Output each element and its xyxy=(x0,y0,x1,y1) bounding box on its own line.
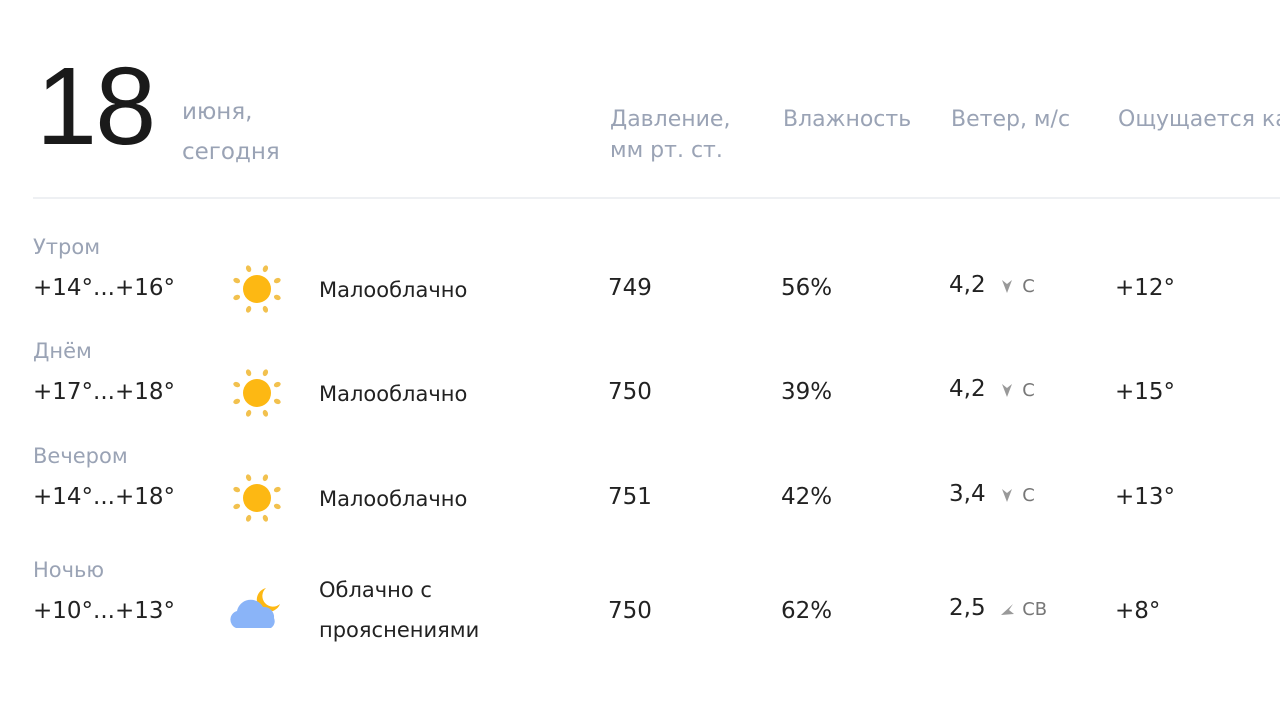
humidity-value: 62% xyxy=(781,598,833,624)
condition-line1: Облачно с xyxy=(319,578,432,602)
sun-icon xyxy=(229,261,285,321)
temperature-range: +10°...+13° xyxy=(33,598,176,624)
header-wind: Ветер, м/с xyxy=(951,107,1071,132)
period-label: Днём xyxy=(33,339,92,363)
condition-text: Малооблачно xyxy=(319,270,467,310)
humidity-value: 56% xyxy=(781,275,833,301)
wind-direction: С xyxy=(1022,380,1035,401)
wind-value: 4,2 С xyxy=(949,376,1035,402)
period-label: Ночью xyxy=(33,558,105,582)
period-label: Утром xyxy=(33,235,101,259)
temperature-range: +14°...+18° xyxy=(33,484,176,510)
feels-like-value: +8° xyxy=(1115,598,1161,624)
condition-line1: Малооблачно xyxy=(319,278,468,302)
period-label: Вечером xyxy=(33,444,128,468)
humidity-value: 39% xyxy=(781,379,833,405)
wind-direction: СВ xyxy=(1022,599,1048,620)
wind-speed: 4,2 xyxy=(949,272,986,298)
header-feels-like: Ощущается как xyxy=(1118,107,1280,132)
header-pressure-line1: Давление, xyxy=(610,107,731,132)
condition-text: Малооблачно xyxy=(319,374,467,414)
wind-speed: 4,2 xyxy=(949,376,986,402)
pressure-value: 751 xyxy=(608,484,652,510)
temperature-range: +17°...+18° xyxy=(33,379,176,405)
wind-direction: С xyxy=(1022,485,1035,506)
pressure-value: 749 xyxy=(608,275,652,301)
wind-speed: 3,4 xyxy=(949,481,986,507)
pressure-value: 750 xyxy=(608,598,652,624)
condition-text: Облачно с прояснениями xyxy=(319,570,479,650)
condition-line1: Малооблачно xyxy=(319,382,468,406)
wind-value: 2,5 СВ xyxy=(949,595,1047,621)
date-day: 18 xyxy=(36,45,156,168)
header-humidity: Влажность xyxy=(783,107,912,132)
wind-arrow-icon xyxy=(999,595,1015,621)
feels-like-value: +13° xyxy=(1115,484,1176,510)
header-pressure-line2: мм рт. ст. xyxy=(610,138,723,163)
wind-arrow-icon xyxy=(999,376,1015,402)
wind-value: 3,4 С xyxy=(949,481,1035,507)
date-month: июня, сегодня xyxy=(182,92,280,172)
pressure-value: 750 xyxy=(608,379,652,405)
wind-value: 4,2 С xyxy=(949,272,1035,298)
wind-direction: С xyxy=(1022,276,1035,297)
wind-arrow-icon xyxy=(999,481,1015,507)
cloud-moon-icon xyxy=(226,584,286,638)
condition-line1: Малооблачно xyxy=(319,487,468,511)
humidity-value: 42% xyxy=(781,484,833,510)
condition-text: Малооблачно xyxy=(319,479,467,519)
wind-arrow-icon xyxy=(999,272,1015,298)
condition-line2: прояснениями xyxy=(319,618,480,642)
divider xyxy=(33,197,1280,199)
feels-like-value: +12° xyxy=(1115,275,1176,301)
sun-icon xyxy=(229,365,285,425)
sun-icon xyxy=(229,470,285,530)
relative-day-label: сегодня xyxy=(182,139,280,165)
wind-speed: 2,5 xyxy=(949,595,986,621)
month-label: июня, xyxy=(182,99,253,125)
header-pressure: Давление, мм рт. ст. xyxy=(610,104,730,166)
feels-like-value: +15° xyxy=(1115,379,1176,405)
temperature-range: +14°...+16° xyxy=(33,275,176,301)
